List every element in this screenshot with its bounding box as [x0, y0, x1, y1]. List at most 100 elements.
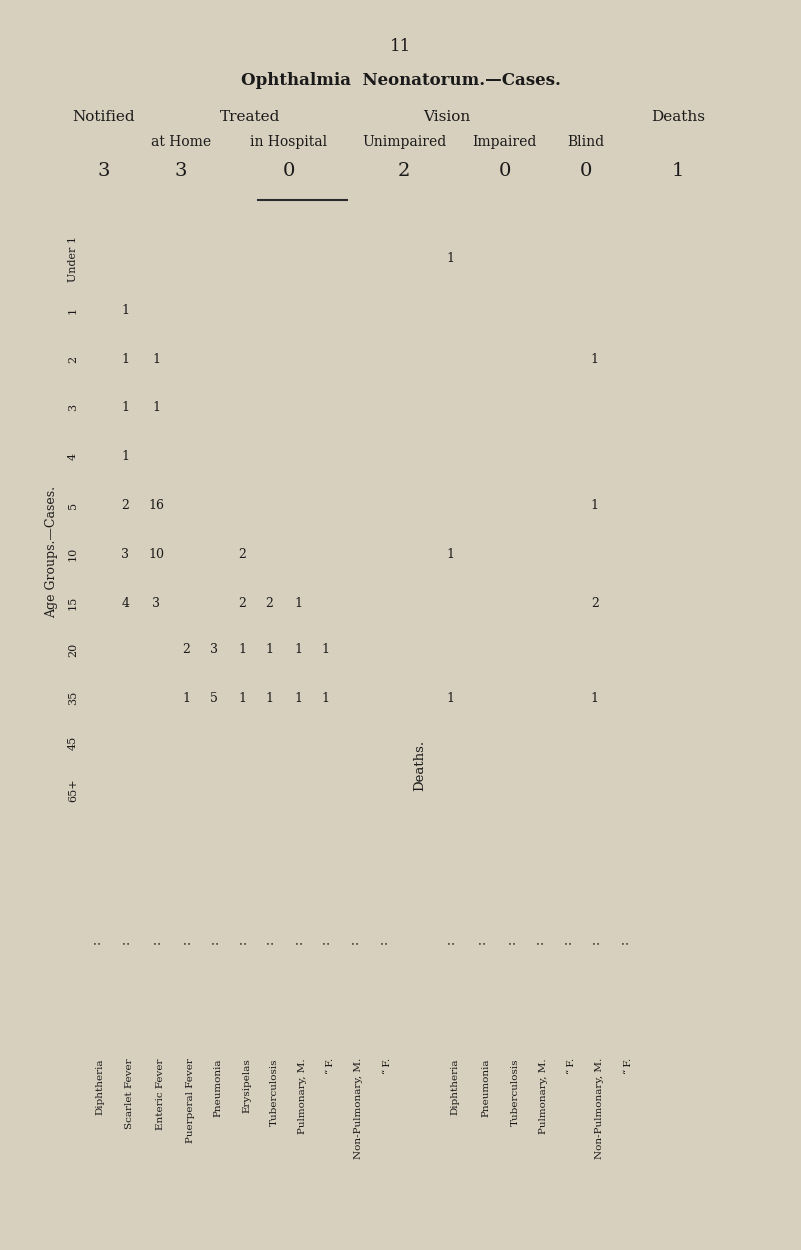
Text: Tuberculosis: Tuberculosis: [269, 1058, 279, 1125]
Text: 5: 5: [210, 691, 218, 705]
Text: Ophthalmia  Neonatorum.—Cases.: Ophthalmia Neonatorum.—Cases.: [240, 72, 561, 90]
Text: :: :: [475, 940, 488, 944]
Text: 0: 0: [579, 162, 592, 180]
Text: :: :: [588, 940, 602, 944]
Text: Treated: Treated: [220, 110, 280, 125]
Text: Puerperal Fever: Puerperal Fever: [186, 1058, 195, 1142]
Text: 10: 10: [148, 548, 164, 561]
Text: Non-Pulmonary, M.: Non-Pulmonary, M.: [595, 1058, 604, 1159]
Text: 2: 2: [398, 162, 411, 180]
Text: :: :: [376, 940, 389, 944]
Text: 0: 0: [283, 162, 295, 180]
Text: in Hospital: in Hospital: [250, 135, 328, 149]
Text: 10: 10: [68, 548, 78, 561]
Text: :: :: [618, 940, 630, 944]
Text: Vision: Vision: [423, 110, 470, 125]
Text: Diphtheria: Diphtheria: [96, 1058, 105, 1115]
Text: 1: 1: [121, 352, 129, 365]
Text: 4: 4: [121, 596, 129, 610]
Text: :: :: [320, 940, 332, 944]
Text: Scarlet Fever: Scarlet Fever: [125, 1058, 135, 1129]
Text: 1: 1: [121, 304, 129, 316]
Text: 3: 3: [98, 162, 110, 180]
Text: 11: 11: [390, 39, 411, 55]
Text: :: :: [179, 940, 193, 944]
Text: :: :: [119, 940, 131, 944]
Text: 1: 1: [447, 253, 455, 265]
Text: 2: 2: [239, 548, 247, 561]
Text: 1: 1: [447, 691, 455, 705]
Text: 1: 1: [591, 691, 599, 705]
Text: 1: 1: [322, 642, 330, 656]
Text: 1: 1: [672, 162, 684, 180]
Text: :: :: [444, 940, 457, 944]
Text: 2: 2: [121, 499, 129, 512]
Text: 2: 2: [239, 596, 247, 610]
Text: 1: 1: [294, 691, 302, 705]
Text: 1: 1: [294, 642, 302, 656]
Text: 1: 1: [68, 306, 78, 314]
Text: 15: 15: [68, 596, 78, 610]
Text: :: :: [263, 940, 276, 944]
Text: 1: 1: [121, 450, 129, 464]
Text: 3: 3: [68, 404, 78, 411]
Text: Erysipelas: Erysipelas: [243, 1058, 252, 1112]
Text: :: :: [90, 940, 103, 944]
Text: 2: 2: [591, 596, 598, 610]
Text: :: :: [505, 940, 517, 944]
Text: 1: 1: [152, 401, 160, 414]
Text: at Home: at Home: [151, 135, 211, 149]
Text: 2: 2: [265, 596, 273, 610]
Text: Impaired: Impaired: [473, 135, 537, 149]
Text: :: :: [207, 940, 220, 944]
Text: 4: 4: [68, 452, 78, 460]
Text: “ F.: “ F.: [624, 1058, 633, 1074]
Text: 1: 1: [239, 642, 247, 656]
Text: 1: 1: [152, 352, 160, 365]
Text: 35: 35: [68, 691, 78, 705]
Text: 1: 1: [121, 401, 129, 414]
Text: :: :: [150, 940, 163, 944]
Text: 3: 3: [121, 548, 129, 561]
Text: Under 1: Under 1: [68, 236, 78, 282]
Text: Deaths: Deaths: [651, 110, 705, 125]
Text: 16: 16: [148, 499, 164, 512]
Text: “ F.: “ F.: [567, 1058, 576, 1074]
Text: 2: 2: [182, 642, 190, 656]
Text: Diphtheria: Diphtheria: [451, 1058, 460, 1115]
Text: 65+: 65+: [68, 778, 78, 801]
Text: 3: 3: [210, 642, 218, 656]
Text: 1: 1: [182, 691, 190, 705]
Text: Deaths.: Deaths.: [413, 740, 426, 791]
Text: 3: 3: [175, 162, 187, 180]
Text: Non-Pulmonary, M.: Non-Pulmonary, M.: [354, 1058, 363, 1159]
Text: Age Groups.—Cases.: Age Groups.—Cases.: [46, 486, 58, 618]
Text: 5: 5: [68, 503, 78, 509]
Text: :: :: [348, 940, 360, 944]
Text: 1: 1: [447, 548, 455, 561]
Text: 1: 1: [322, 691, 330, 705]
Text: “ F.: “ F.: [326, 1058, 335, 1074]
Text: 0: 0: [498, 162, 511, 180]
Text: Pneumonia: Pneumonia: [481, 1058, 490, 1116]
Text: “ F.: “ F.: [383, 1058, 392, 1074]
Text: 3: 3: [152, 596, 160, 610]
Text: Blind: Blind: [567, 135, 604, 149]
Text: Tuberculosis: Tuberculosis: [511, 1058, 520, 1125]
Text: 1: 1: [239, 691, 247, 705]
Text: 1: 1: [265, 642, 273, 656]
Text: 45: 45: [68, 736, 78, 750]
Text: :: :: [236, 940, 249, 944]
Text: 1: 1: [591, 499, 599, 512]
Text: Pulmonary, M.: Pulmonary, M.: [539, 1058, 548, 1134]
Text: Pulmonary, M.: Pulmonary, M.: [298, 1058, 307, 1134]
Text: :: :: [561, 940, 574, 944]
Text: 1: 1: [265, 691, 273, 705]
Text: 1: 1: [591, 352, 599, 365]
Text: Pneumonia: Pneumonia: [214, 1058, 223, 1116]
Text: 2: 2: [68, 355, 78, 362]
Text: :: :: [533, 940, 545, 944]
Text: 20: 20: [68, 642, 78, 656]
Text: 1: 1: [294, 596, 302, 610]
Text: Enteric Fever: Enteric Fever: [156, 1058, 165, 1130]
